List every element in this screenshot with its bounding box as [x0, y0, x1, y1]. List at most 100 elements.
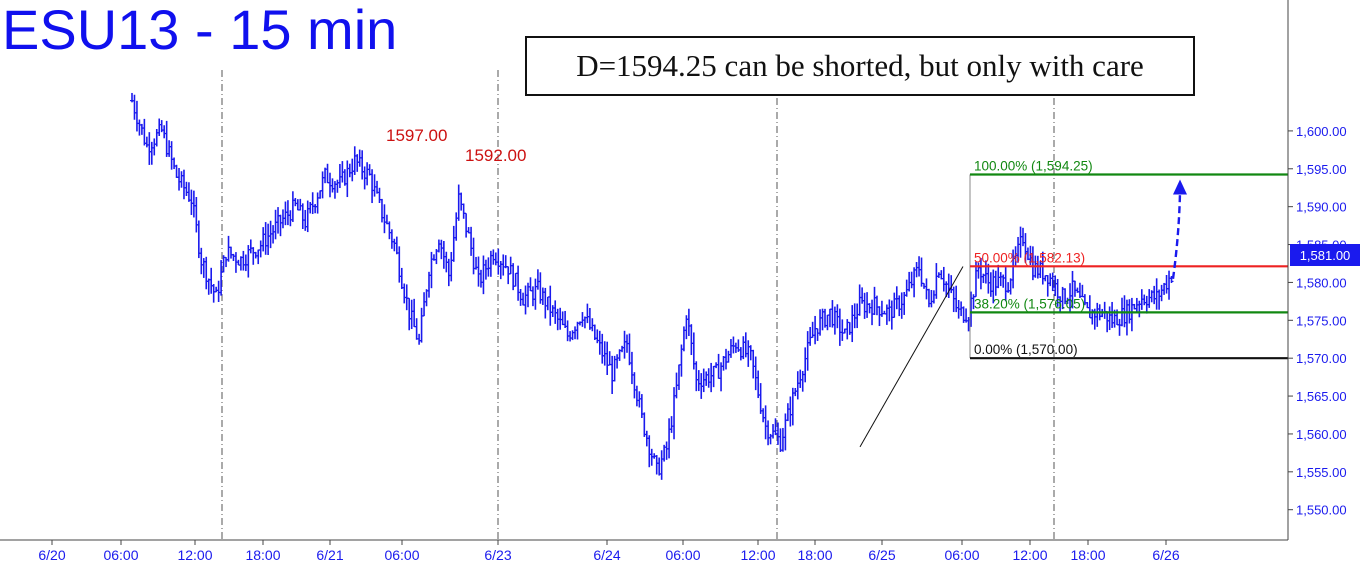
- ohlc-bar: [813, 315, 818, 345]
- ohlc-bar: [320, 171, 325, 199]
- ohlc-bar: [865, 292, 870, 318]
- ohlc-bar: [676, 364, 681, 390]
- ohlc-bar: [451, 225, 456, 262]
- ohlc-bar: [184, 181, 189, 197]
- ohlc-bar: [456, 184, 461, 221]
- ohlc-bar: [689, 324, 694, 356]
- ohlc-bar: [996, 264, 1001, 289]
- ohlc-bar: [518, 288, 523, 306]
- ohlc-bar: [889, 300, 894, 330]
- ohlc-bar: [585, 303, 590, 324]
- ohlc-bar: [798, 369, 803, 388]
- chart-title: ESU13 - 15 min: [2, 0, 398, 61]
- ohlc-bar: [303, 209, 308, 231]
- ohlc-bar: [488, 250, 493, 277]
- ohlc-bar: [622, 330, 627, 359]
- ohlc-bar: [1043, 275, 1048, 282]
- ohlc-bar: [741, 336, 746, 360]
- ohlc-bar: [355, 154, 360, 172]
- ohlc-bar: [877, 306, 882, 327]
- ohlc-bar: [459, 192, 464, 211]
- ohlc-bar: [345, 160, 350, 198]
- ohlc-bar: [778, 428, 783, 452]
- ohlc-bar: [323, 167, 328, 184]
- ohlc-bar: [1045, 275, 1050, 297]
- ohlc-bar: [605, 341, 610, 376]
- ohlc-bar: [726, 350, 731, 363]
- ohlc-bar: [412, 298, 417, 328]
- ohlc-bar: [904, 279, 909, 297]
- ohlc-bar: [407, 297, 412, 331]
- ohlc-bar: [330, 178, 335, 193]
- ohlc-bar: [535, 269, 540, 290]
- x-tick-label: 06:00: [103, 547, 138, 563]
- ohlc-bar: [870, 299, 875, 326]
- ohlc-bar: [795, 371, 800, 400]
- x-tick-label: 18:00: [245, 547, 280, 563]
- ohlc-bar: [758, 383, 763, 414]
- ohlc-bar: [496, 248, 501, 275]
- ohlc-bar: [941, 266, 946, 292]
- y-tick-label: 1,595.00: [1296, 162, 1347, 177]
- ohlc-bar: [243, 254, 248, 272]
- ohlc-bar: [582, 316, 587, 329]
- ohlc-bar: [1048, 273, 1053, 287]
- ohlc-bar: [397, 246, 402, 283]
- ohlc-bar: [199, 247, 204, 275]
- ohlc-bar: [209, 267, 214, 294]
- y-tick-label: 1,575.00: [1296, 313, 1347, 328]
- ohlc-bar: [706, 368, 711, 388]
- x-tick-label: 6/26: [1152, 547, 1179, 563]
- ohlc-bar: [449, 251, 454, 282]
- ohlc-bar: [914, 262, 919, 278]
- ohlc-bar: [1117, 318, 1122, 336]
- ohlc-bar: [805, 331, 810, 371]
- ohlc-bar: [370, 169, 375, 204]
- ohlc-bar: [669, 416, 674, 433]
- fib-label: 50.00% (1,582.13): [974, 250, 1085, 265]
- ohlc-bar: [731, 336, 736, 354]
- ohlc-bar: [283, 201, 288, 226]
- ohlc-bar: [657, 457, 662, 476]
- ohlc-bar: [278, 214, 283, 237]
- ohlc-bar: [788, 396, 793, 427]
- ohlc-bar: [387, 221, 392, 240]
- ohlc-bar: [273, 209, 278, 240]
- ohlc-bar: [545, 296, 550, 311]
- ohlc-bar: [409, 299, 414, 330]
- x-tick-label: 6/23: [484, 547, 511, 563]
- ohlc-bar: [347, 163, 352, 178]
- ohlc-bar: [629, 351, 634, 385]
- ohlc-bar: [177, 167, 182, 191]
- y-tick-label: 1,570.00: [1296, 351, 1347, 366]
- ohlc-bar: [295, 199, 300, 211]
- ohlc-bar: [573, 326, 578, 340]
- ohlc-bar: [590, 318, 595, 332]
- ohlc-bar: [530, 286, 535, 307]
- ohlc-bar: [543, 287, 548, 319]
- ohlc-bar: [258, 240, 263, 258]
- ohlc-bar: [399, 267, 404, 290]
- ohlc-bar: [620, 345, 625, 353]
- ohlc-bar: [627, 333, 632, 366]
- x-tick-label: 06:00: [384, 547, 419, 563]
- ohlc-bar: [632, 372, 637, 399]
- y-tick-label: 1,550.00: [1296, 503, 1347, 518]
- ohlc-bar: [728, 339, 733, 358]
- ohlc-bar: [780, 427, 785, 452]
- ohlc-bar: [263, 222, 268, 255]
- ohlc-bar: [761, 408, 766, 423]
- ohlc-bar: [231, 253, 236, 261]
- ohlc-bar: [290, 191, 295, 222]
- ohlc-bar: [266, 223, 271, 256]
- ohlc-bar: [1157, 289, 1162, 310]
- ohlc-bar: [521, 292, 526, 306]
- ohlc-bar: [894, 286, 899, 310]
- ohlc-bar: [172, 157, 177, 170]
- ohlc-bar: [936, 272, 941, 278]
- x-tick-label: 12:00: [740, 547, 775, 563]
- ohlc-bar: [229, 246, 233, 259]
- y-tick-label: 1,565.00: [1296, 389, 1347, 404]
- ohlc-bar: [998, 272, 1003, 287]
- ohlc-bar: [315, 192, 320, 214]
